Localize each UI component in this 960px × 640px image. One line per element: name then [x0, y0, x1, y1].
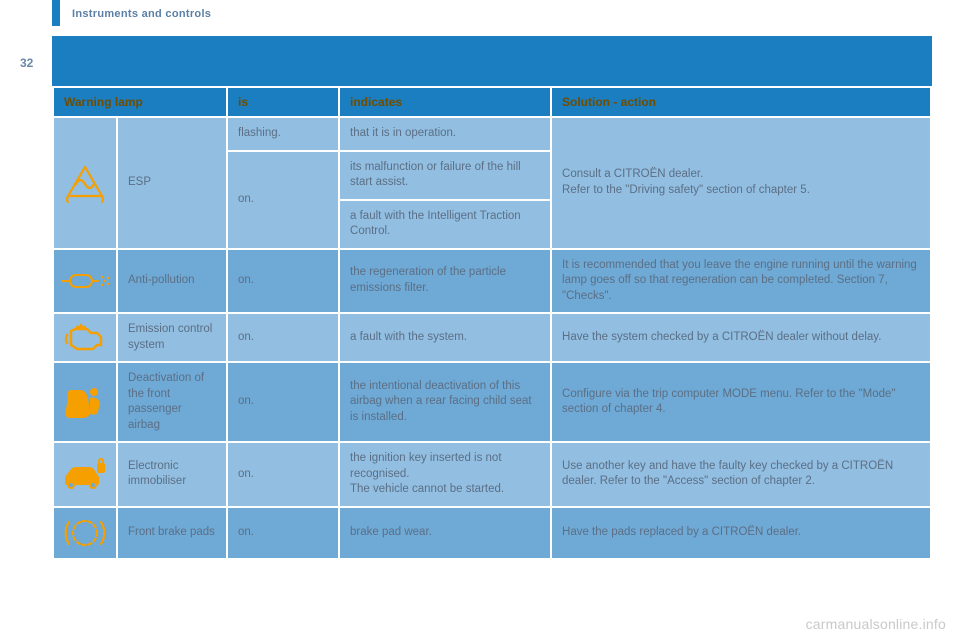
airbag-name: Deactivation of the front passenger airb…	[118, 363, 226, 441]
table-row: Emission control system on. a fault with…	[54, 314, 930, 361]
watermark: carmanualsonline.info	[806, 616, 946, 632]
page-number: 32	[20, 56, 33, 70]
immobiliser-solution: Use another key and have the faulty key …	[552, 443, 930, 506]
section-title: Instruments and controls	[72, 8, 211, 20]
col-indicates: indicates	[340, 88, 550, 116]
brake-pads-icon	[54, 508, 116, 558]
anti-pollution-name: Anti-pollution	[118, 250, 226, 313]
emission-icon	[54, 314, 116, 361]
esp-ind-malfunction: its malfunction or failure of the hill s…	[340, 152, 550, 199]
immobiliser-ind-line1: the ignition key inserted is not recogni…	[350, 451, 540, 482]
col-is: is	[228, 88, 338, 116]
esp-solution: Consult a CITROËN dealer. Refer to the "…	[552, 118, 930, 248]
esp-icon	[54, 118, 116, 248]
emission-is: on.	[228, 314, 338, 361]
esp-solution-line2: Refer to the "Driving safety" section of…	[562, 183, 920, 199]
immobiliser-icon	[54, 443, 116, 506]
airbag-deactivation-icon	[54, 363, 116, 441]
esp-is-flashing: flashing.	[228, 118, 338, 150]
immobiliser-is: on.	[228, 443, 338, 506]
airbag-solution: Configure via the trip computer MODE men…	[552, 363, 930, 441]
airbag-is: on.	[228, 363, 338, 441]
airbag-indicates: the intentional deactivation of this air…	[340, 363, 550, 441]
table-row: Electronic immobiliser on. the ignition …	[54, 443, 930, 506]
warning-lamp-table: Warning lamp is indicates Solution - act…	[52, 86, 932, 560]
emission-solution: Have the system checked by a CITROËN dea…	[552, 314, 930, 361]
table-row: Anti-pollution on. the regeneration of t…	[54, 250, 930, 313]
immobiliser-name: Electronic immobiliser	[118, 443, 226, 506]
brake-is: on.	[228, 508, 338, 558]
emission-name: Emission control system	[118, 314, 226, 361]
immobiliser-ind-line2: The vehicle cannot be started.	[350, 482, 540, 498]
table-header-row: Warning lamp is indicates Solution - act…	[54, 88, 930, 116]
brake-name: Front brake pads	[118, 508, 226, 558]
col-warning-lamp: Warning lamp	[54, 88, 226, 116]
emission-indicates: a fault with the system.	[340, 314, 550, 361]
esp-solution-line1: Consult a CITROËN dealer.	[562, 167, 920, 183]
esp-ind-traction: a fault with the Intelligent Traction Co…	[340, 201, 550, 248]
table-row: Deactivation of the front passenger airb…	[54, 363, 930, 441]
section-tab	[52, 0, 60, 26]
esp-name: ESP	[118, 118, 226, 248]
brake-solution: Have the pads replaced by a CITROËN deal…	[552, 508, 930, 558]
col-solution: Solution - action	[552, 88, 930, 116]
table-row: Front brake pads on. brake pad wear. Hav…	[54, 508, 930, 558]
anti-pollution-solution: It is recommended that you leave the eng…	[552, 250, 930, 313]
header-band	[52, 36, 932, 86]
anti-pollution-icon	[54, 250, 116, 313]
immobiliser-indicates: the ignition key inserted is not recogni…	[340, 443, 550, 506]
brake-indicates: brake pad wear.	[340, 508, 550, 558]
esp-ind-flashing: that it is in operation.	[340, 118, 550, 150]
anti-pollution-indicates: the regeneration of the particle emissio…	[340, 250, 550, 313]
esp-is-on: on.	[228, 152, 338, 248]
anti-pollution-is: on.	[228, 250, 338, 313]
table-row: ESP flashing. that it is in operation. C…	[54, 118, 930, 150]
